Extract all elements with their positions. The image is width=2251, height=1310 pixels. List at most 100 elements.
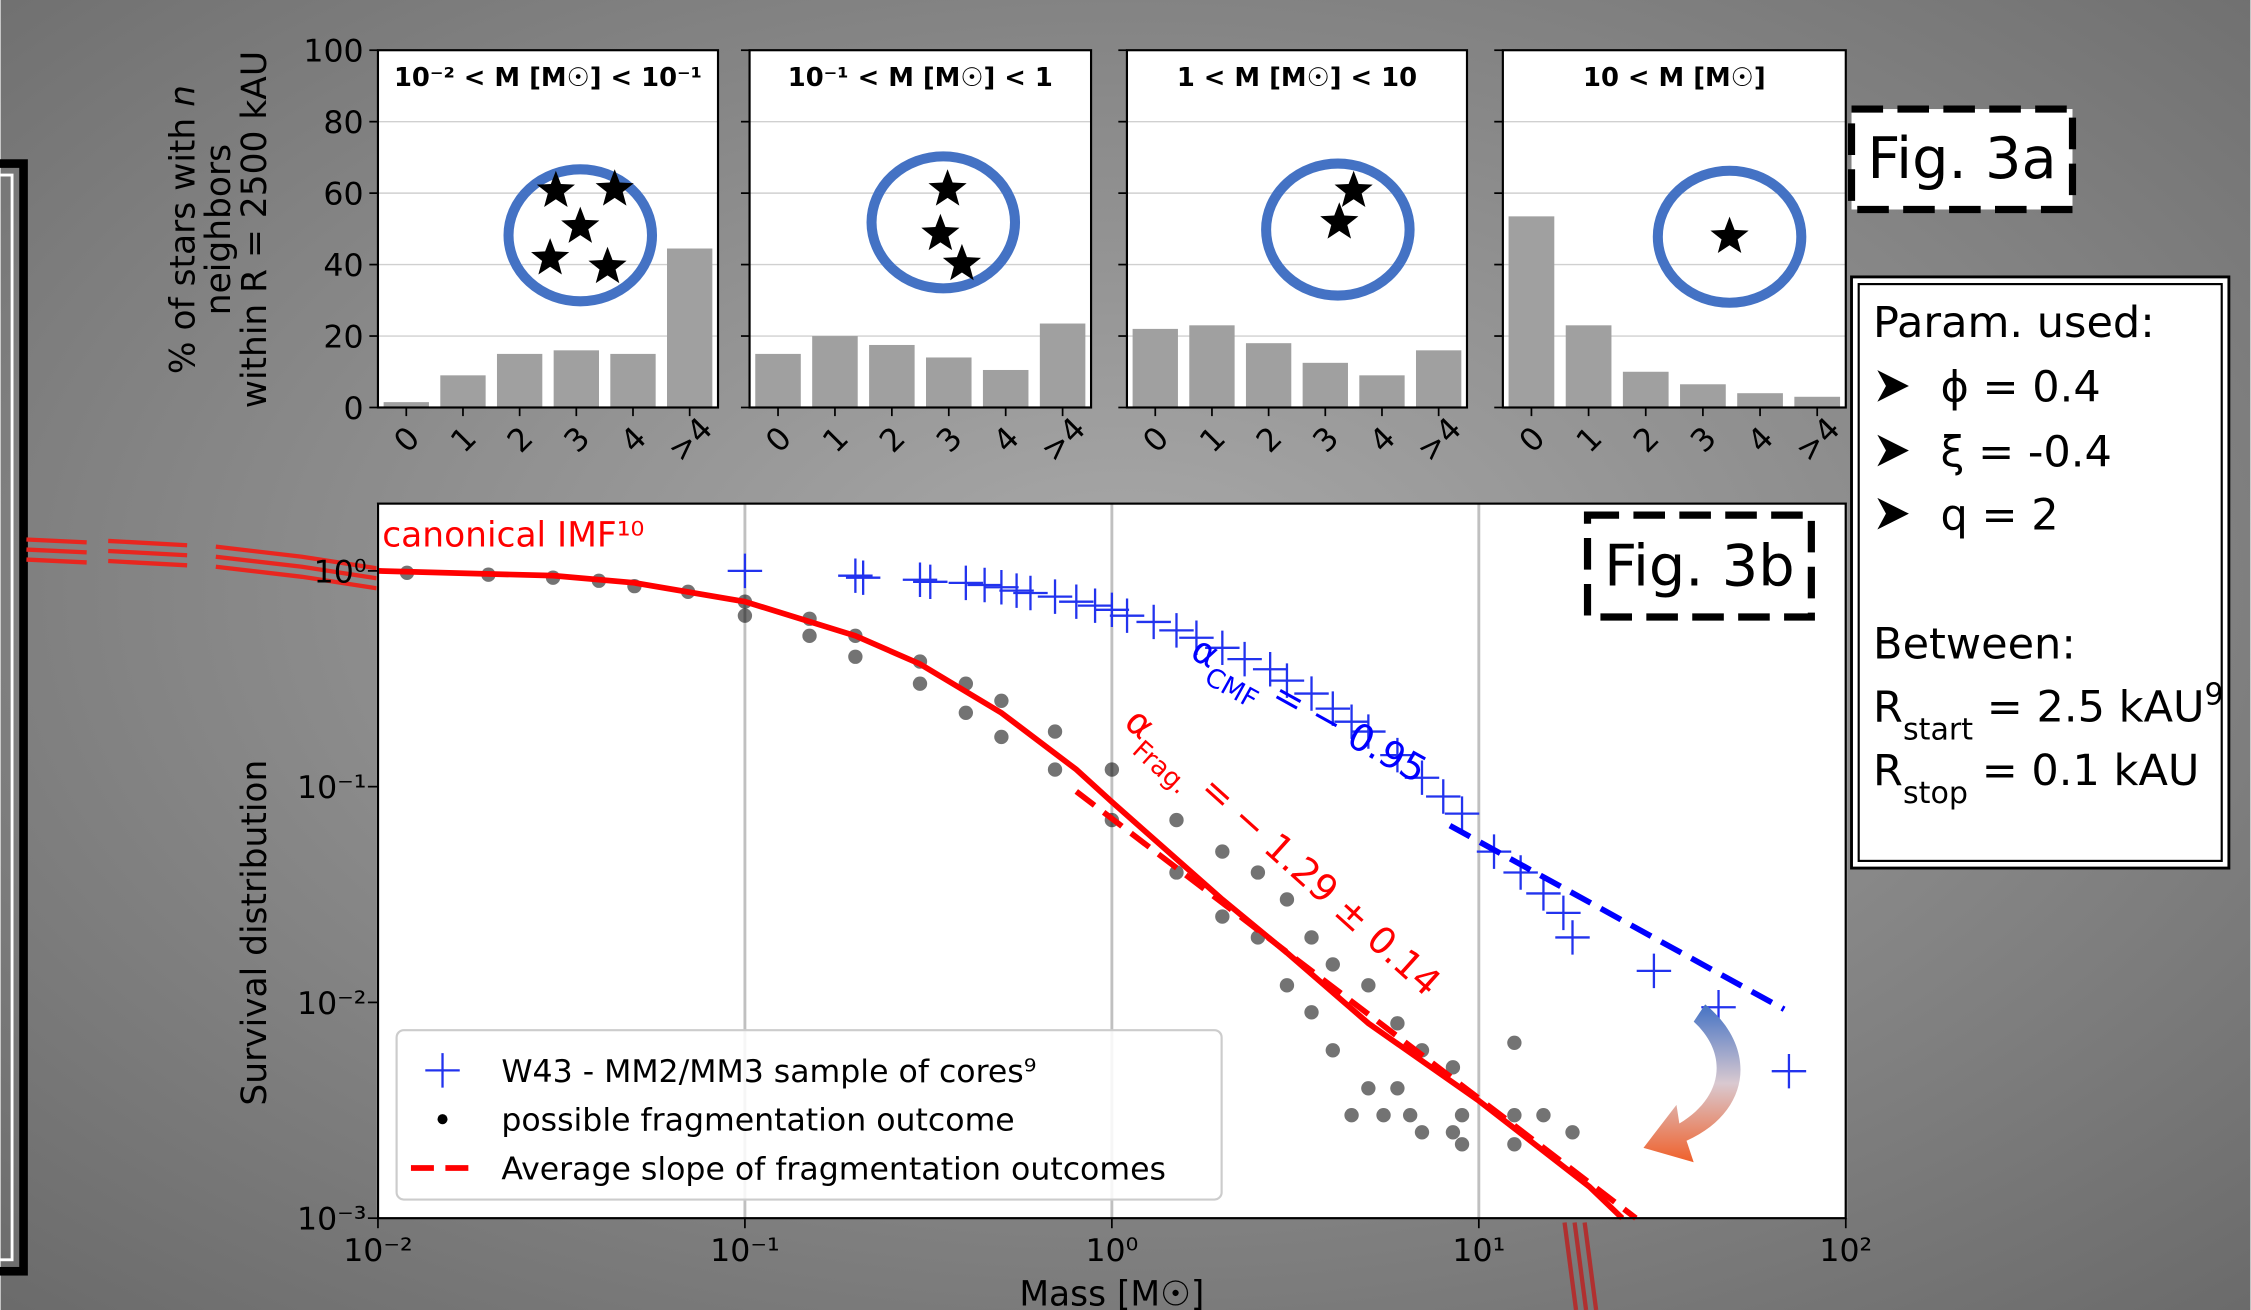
- cross-marker: [838, 558, 873, 593]
- point: [1376, 1108, 1391, 1123]
- star-icon: [942, 243, 982, 281]
- legend-marker: [425, 1053, 460, 1088]
- bar: [812, 336, 858, 408]
- point: [1361, 978, 1376, 993]
- point: [1390, 1016, 1405, 1031]
- cross-marker: [913, 564, 948, 600]
- side-frame-inner: [0, 173, 14, 1262]
- plot-frame: [1501, 49, 1847, 409]
- point: [1279, 892, 1295, 907]
- point: [1414, 1125, 1430, 1140]
- point: [1304, 1005, 1319, 1020]
- plot-frame: [376, 49, 720, 409]
- point: [1169, 812, 1184, 828]
- fig-3a-box: Fig. 3a: [1847, 105, 2077, 214]
- point: [1390, 1081, 1405, 1096]
- y-tick-label: 80: [323, 105, 363, 141]
- cross-marker: [1426, 779, 1461, 814]
- point: [1215, 844, 1230, 859]
- point: [1325, 957, 1340, 972]
- fig-label: Fig. 3a: [1867, 125, 2056, 192]
- param-range: Rstart = 2.5 kAU9: [1873, 677, 2224, 747]
- point: [1507, 1137, 1522, 1152]
- y-tick-label: 10⁻¹: [297, 770, 366, 806]
- bar: [1794, 396, 1841, 408]
- bar: [1302, 362, 1348, 408]
- legend-label: Average slope of fragmentation outcomes: [501, 1151, 1166, 1187]
- star-icon: [595, 169, 634, 206]
- cross-marker: [1294, 676, 1329, 711]
- cross-marker: [1269, 663, 1305, 698]
- star-icon: [1334, 170, 1373, 208]
- y-tick-label: 20: [323, 320, 363, 356]
- y-tick-label: 10⁰: [314, 554, 367, 590]
- cross-marker: [1037, 579, 1073, 614]
- line-label: canonical IMF¹⁰: [382, 516, 644, 556]
- point: [1445, 1125, 1461, 1140]
- cross-marker: [1546, 895, 1581, 931]
- legend-label: possible fragmentation outcome: [501, 1103, 1014, 1139]
- cross-marker: [967, 567, 1002, 603]
- point: [994, 729, 1009, 745]
- bar: [1132, 328, 1178, 408]
- legend-label: W43 - MM2/MM3 sample of cores⁹: [501, 1054, 1036, 1090]
- y-axis-label: within R = 2500 kAU: [235, 51, 275, 408]
- y-axis-label: % of stars with n: [163, 85, 203, 374]
- star-icon: [921, 213, 960, 251]
- cross-marker: [1351, 714, 1386, 749]
- decor-stripes-bottom: [1562, 1222, 1599, 1310]
- params-between: Between:: [1873, 620, 2076, 670]
- y-tick-label: 0: [344, 391, 364, 427]
- param-item: ϕ = 0.4: [1940, 363, 2100, 413]
- params-title: Param. used:: [1873, 298, 2155, 348]
- fig-label: Fig. 3b: [1604, 532, 1795, 599]
- bar: [755, 353, 801, 408]
- symbol: R: [1873, 746, 1903, 796]
- superscript: 9: [2205, 677, 2224, 712]
- plot-area: [749, 50, 1092, 408]
- point: [1325, 1043, 1340, 1058]
- star-icon: [588, 246, 627, 284]
- point: [958, 705, 974, 720]
- curved-arrow: [1643, 1004, 1741, 1163]
- cross-marker: [1094, 592, 1130, 628]
- subscript: stop: [1903, 775, 1968, 810]
- point: [737, 608, 753, 623]
- neighbor-circle: [503, 164, 658, 307]
- y-tick-label: 10⁻²: [297, 986, 366, 1022]
- text: = 0.1 kAU: [1968, 746, 2199, 796]
- point: [1047, 762, 1063, 777]
- panel-title: 10⁻¹ < M [M☉] < 1: [788, 63, 1053, 93]
- cross-marker: [1526, 876, 1561, 911]
- bar: [869, 344, 915, 408]
- cross-marker: [999, 573, 1034, 608]
- cross-marker: [1059, 584, 1094, 619]
- point: [1304, 930, 1319, 945]
- point: [1454, 1137, 1470, 1152]
- cross-marker: [1380, 737, 1415, 773]
- label-text: % of stars with: [163, 107, 203, 374]
- cross-marker: [1179, 620, 1214, 655]
- star-icon: [928, 169, 967, 206]
- bar: [1508, 216, 1555, 408]
- point: [1250, 865, 1266, 880]
- neighbor-circle: [1261, 158, 1415, 301]
- point: [802, 628, 817, 644]
- point: [994, 693, 1009, 708]
- cross-marker: [1109, 598, 1145, 633]
- point: [912, 676, 928, 691]
- cross-marker: [1159, 613, 1194, 648]
- model-line: [377, 568, 1625, 1221]
- panel-title: 10⁻² < M [M☉] < 10⁻¹: [394, 63, 702, 93]
- param-item: ξ = -0.4: [1940, 427, 2111, 477]
- point: [1536, 1108, 1551, 1123]
- legend-box: [395, 1029, 1223, 1201]
- point: [1344, 1108, 1359, 1123]
- plot-area: [1502, 50, 1846, 408]
- y-tick-label: 100: [303, 34, 363, 70]
- bar: [1565, 325, 1612, 408]
- cross-marker: [1205, 630, 1240, 666]
- bar: [1622, 371, 1669, 408]
- cross-marker: [1077, 588, 1113, 623]
- y-axis-label: Survival distribution: [235, 760, 275, 1106]
